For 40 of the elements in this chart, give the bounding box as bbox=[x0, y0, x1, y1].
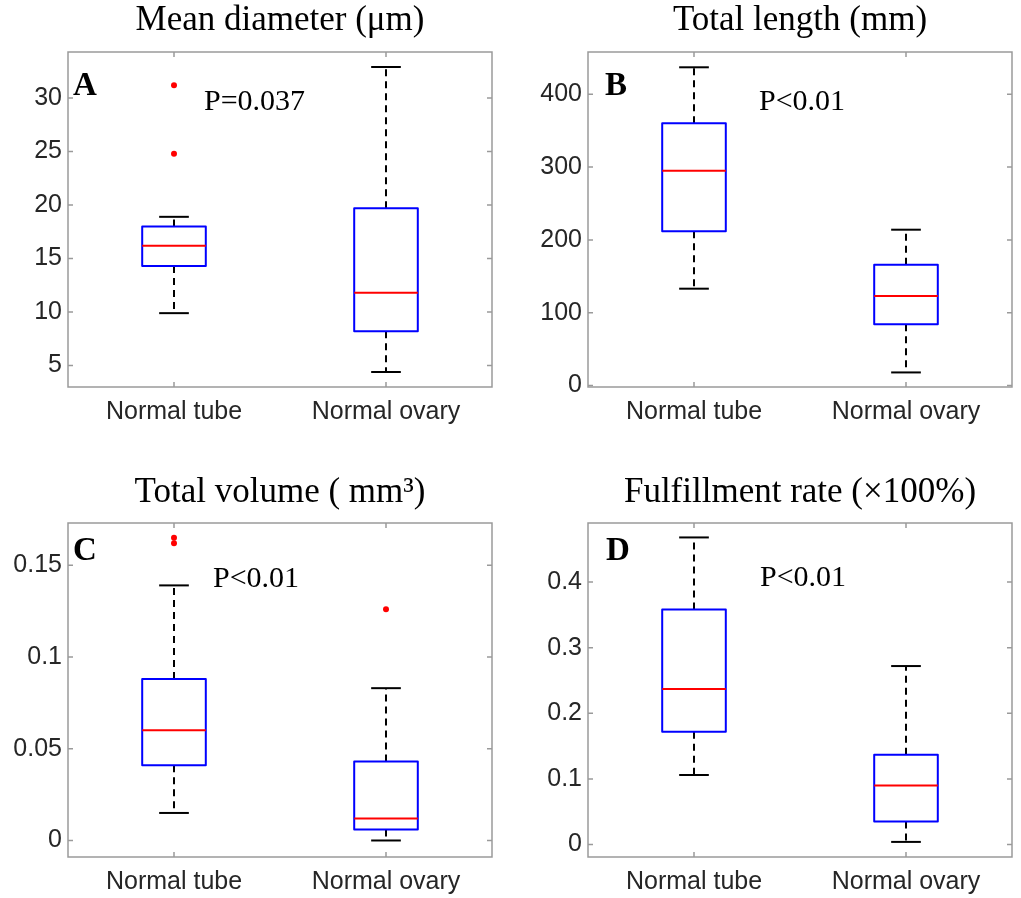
annotation: A bbox=[73, 66, 97, 102]
y-tick-label: 0 bbox=[568, 828, 582, 857]
chart-title: Total volume ( mm³) bbox=[134, 471, 426, 511]
y-tick-label: 300 bbox=[540, 150, 582, 179]
y-tick-label: 20 bbox=[34, 188, 62, 217]
x-tick-label: Normal tube bbox=[105, 395, 243, 424]
y-tick-label: 5 bbox=[48, 349, 62, 378]
y-tick-label: 0 bbox=[568, 369, 582, 398]
y-tick-label: 400 bbox=[540, 78, 582, 107]
annotation: D bbox=[606, 531, 630, 567]
annotation: P=0.037 bbox=[204, 83, 306, 116]
x-tick-label: Normal tube bbox=[625, 395, 763, 424]
x-tick-label: Normal tube bbox=[625, 865, 763, 894]
y-tick-label: 0.1 bbox=[27, 640, 62, 669]
x-tick-label: Normal ovary bbox=[311, 395, 461, 424]
chart-title: Fulfillment rate (×100%) bbox=[623, 471, 977, 511]
annotation: B bbox=[605, 66, 628, 102]
y-tick-label: 0.05 bbox=[13, 732, 62, 761]
annotation: P<0.01 bbox=[759, 83, 846, 116]
y-tick-label: 100 bbox=[540, 296, 582, 325]
annotation: P<0.01 bbox=[760, 559, 847, 592]
x-tick-label: Normal ovary bbox=[831, 395, 981, 424]
x-tick-label: Normal ovary bbox=[311, 865, 461, 894]
x-tick-label: Normal ovary bbox=[831, 865, 981, 894]
annotation: P<0.01 bbox=[213, 560, 300, 593]
x-tick-label: Normal tube bbox=[105, 865, 243, 894]
y-tick-label: 0.1 bbox=[547, 762, 582, 791]
y-tick-label: 15 bbox=[34, 242, 62, 271]
y-tick-label: 200 bbox=[540, 223, 582, 252]
y-tick-label: 30 bbox=[34, 81, 62, 110]
y-tick-label: 0.4 bbox=[547, 565, 583, 594]
annotation: C bbox=[73, 531, 97, 567]
y-tick-label: 10 bbox=[34, 295, 62, 324]
y-tick-label: 0 bbox=[48, 824, 62, 853]
y-tick-label: 25 bbox=[34, 135, 62, 164]
chart-title: Mean diameter (μm) bbox=[135, 0, 425, 39]
y-tick-label: 0.2 bbox=[547, 697, 582, 726]
chart-title: Total length (mm) bbox=[672, 0, 928, 39]
y-tick-label: 0.15 bbox=[13, 549, 62, 578]
y-tick-label: 0.3 bbox=[547, 631, 582, 660]
